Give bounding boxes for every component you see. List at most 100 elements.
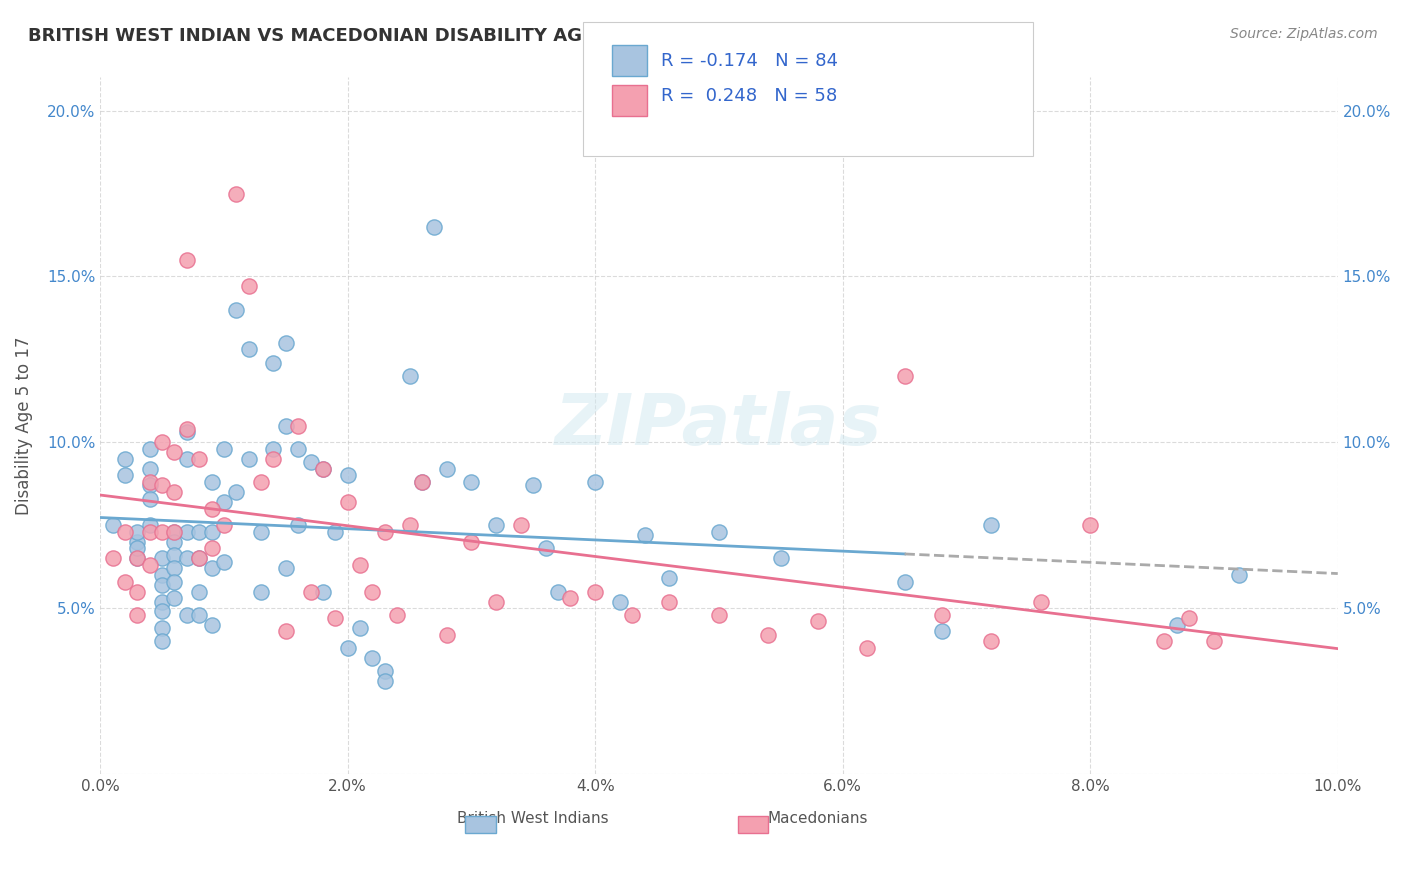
Point — [349, 621, 371, 635]
Point — [583, 475, 606, 489]
Point — [1166, 617, 1188, 632]
Point — [150, 551, 173, 566]
Point — [374, 664, 396, 678]
Point — [522, 478, 544, 492]
Point — [127, 551, 149, 566]
Text: R = -0.174   N = 84: R = -0.174 N = 84 — [661, 52, 838, 70]
Point — [398, 368, 420, 383]
Point — [176, 524, 198, 539]
Point — [634, 528, 657, 542]
Point — [176, 252, 198, 267]
Point — [200, 541, 222, 556]
Point — [138, 558, 160, 572]
Point — [238, 343, 260, 357]
Point — [188, 551, 211, 566]
Point — [200, 617, 222, 632]
Point — [150, 605, 173, 619]
Point — [287, 442, 309, 456]
Point — [534, 541, 557, 556]
Point — [127, 534, 149, 549]
Point — [460, 534, 482, 549]
Point — [200, 475, 222, 489]
Point — [374, 524, 396, 539]
Point — [212, 555, 235, 569]
Point — [658, 594, 681, 608]
Point — [274, 624, 297, 639]
Point — [114, 451, 136, 466]
Point — [150, 578, 173, 592]
Point — [274, 561, 297, 575]
Text: ZIPatlas: ZIPatlas — [555, 392, 883, 460]
Point — [707, 524, 730, 539]
Point — [114, 524, 136, 539]
Point — [150, 621, 173, 635]
Point — [188, 607, 211, 622]
Point — [200, 524, 222, 539]
Point — [1029, 594, 1052, 608]
Point — [127, 541, 149, 556]
Point — [262, 442, 284, 456]
Point — [262, 451, 284, 466]
Point — [312, 584, 335, 599]
Point — [163, 485, 186, 500]
Point — [138, 475, 160, 489]
Point — [188, 551, 211, 566]
Point — [385, 607, 408, 622]
Point — [188, 524, 211, 539]
Point — [225, 186, 247, 201]
Point — [150, 478, 173, 492]
Point — [361, 651, 384, 665]
Point — [299, 455, 322, 469]
Point — [176, 551, 198, 566]
Point — [150, 524, 173, 539]
Point — [262, 356, 284, 370]
Point — [312, 462, 335, 476]
Point — [460, 475, 482, 489]
Point — [138, 491, 160, 506]
Point — [299, 584, 322, 599]
Point — [980, 634, 1002, 648]
Point — [176, 425, 198, 440]
Point — [1227, 568, 1250, 582]
Point — [163, 591, 186, 606]
Point — [807, 615, 830, 629]
Point — [127, 607, 149, 622]
Point — [287, 518, 309, 533]
Point — [658, 571, 681, 585]
Text: BRITISH WEST INDIAN VS MACEDONIAN DISABILITY AGE 5 TO 17 CORRELATION CHART: BRITISH WEST INDIAN VS MACEDONIAN DISABI… — [28, 27, 900, 45]
Point — [980, 518, 1002, 533]
Point — [758, 628, 780, 642]
Point — [312, 462, 335, 476]
Point — [176, 607, 198, 622]
Point — [560, 591, 582, 606]
Point — [323, 524, 346, 539]
Point — [163, 445, 186, 459]
Point — [707, 607, 730, 622]
Y-axis label: Disability Age 5 to 17: Disability Age 5 to 17 — [15, 336, 32, 515]
Point — [893, 368, 915, 383]
Point — [138, 462, 160, 476]
Point — [212, 442, 235, 456]
FancyBboxPatch shape — [465, 816, 496, 833]
Point — [411, 475, 433, 489]
Point — [138, 518, 160, 533]
Point — [176, 451, 198, 466]
Point — [485, 594, 508, 608]
Point — [411, 475, 433, 489]
Point — [163, 534, 186, 549]
FancyBboxPatch shape — [738, 816, 769, 833]
Point — [127, 524, 149, 539]
Point — [138, 524, 160, 539]
Text: Macedonians: Macedonians — [768, 811, 869, 826]
Point — [101, 551, 124, 566]
Point — [163, 524, 186, 539]
Point — [238, 279, 260, 293]
Point — [583, 584, 606, 599]
Point — [127, 584, 149, 599]
Point — [163, 574, 186, 589]
Point — [336, 468, 359, 483]
Point — [323, 611, 346, 625]
Point — [238, 451, 260, 466]
Point — [250, 475, 273, 489]
Point — [1178, 611, 1201, 625]
